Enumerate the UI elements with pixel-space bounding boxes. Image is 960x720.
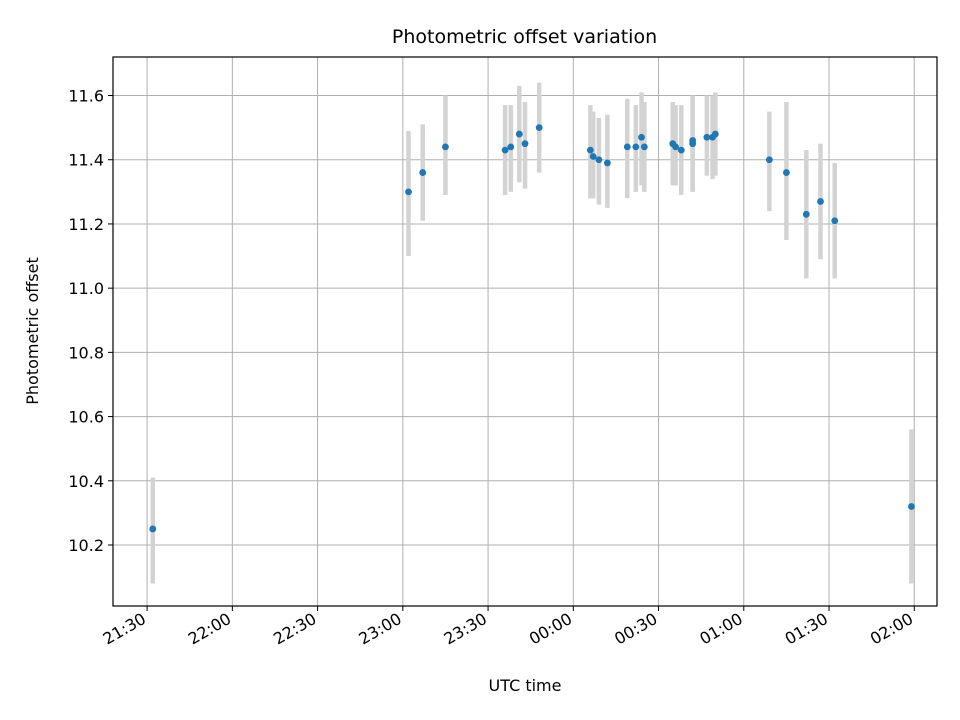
data-point	[802, 210, 810, 218]
y-tick-label: 10.4	[68, 472, 104, 491]
data-point	[623, 143, 631, 151]
x-axis-title: UTC time	[489, 676, 562, 695]
y-axis-title: Photometric offset	[23, 257, 42, 405]
data-point	[501, 146, 509, 154]
data-point	[149, 525, 157, 533]
data-point	[703, 133, 711, 141]
y-tick-label: 10.2	[68, 536, 104, 555]
data-point	[589, 153, 597, 160]
y-tick-label: 11.6	[68, 87, 104, 106]
data-point	[640, 143, 648, 151]
data-point	[638, 133, 645, 141]
data-point	[765, 156, 773, 164]
data-point	[405, 188, 412, 196]
y-axis: 10.2 10.4 10.6 10.8 11.0 11.2 11.4 11.6	[68, 87, 113, 555]
y-tick-label: 10.8	[68, 343, 104, 362]
y-tick-label: 11.4	[68, 151, 104, 170]
y-tick-label: 11.2	[68, 215, 104, 234]
data-point	[419, 169, 427, 176]
data-point	[507, 143, 515, 151]
data-points	[149, 124, 915, 533]
data-point	[831, 217, 839, 225]
y-tick-label: 11.0	[68, 279, 104, 298]
data-point	[672, 143, 679, 151]
data-point	[783, 169, 790, 176]
data-point	[677, 146, 685, 154]
data-point	[604, 159, 611, 167]
grid	[113, 57, 937, 606]
plot-frame	[112, 56, 938, 607]
data-point	[521, 140, 529, 148]
data-point	[442, 143, 449, 151]
data-point	[586, 146, 594, 154]
data-point	[515, 130, 523, 138]
data-point	[908, 503, 915, 510]
chart-title: Photometric offset variation	[392, 26, 657, 48]
data-point	[689, 137, 697, 144]
data-point	[535, 124, 543, 132]
data-point	[817, 198, 824, 205]
data-point	[632, 143, 640, 151]
data-point	[595, 156, 603, 164]
y-tick-label: 10.6	[68, 408, 104, 427]
data-point	[711, 130, 719, 138]
